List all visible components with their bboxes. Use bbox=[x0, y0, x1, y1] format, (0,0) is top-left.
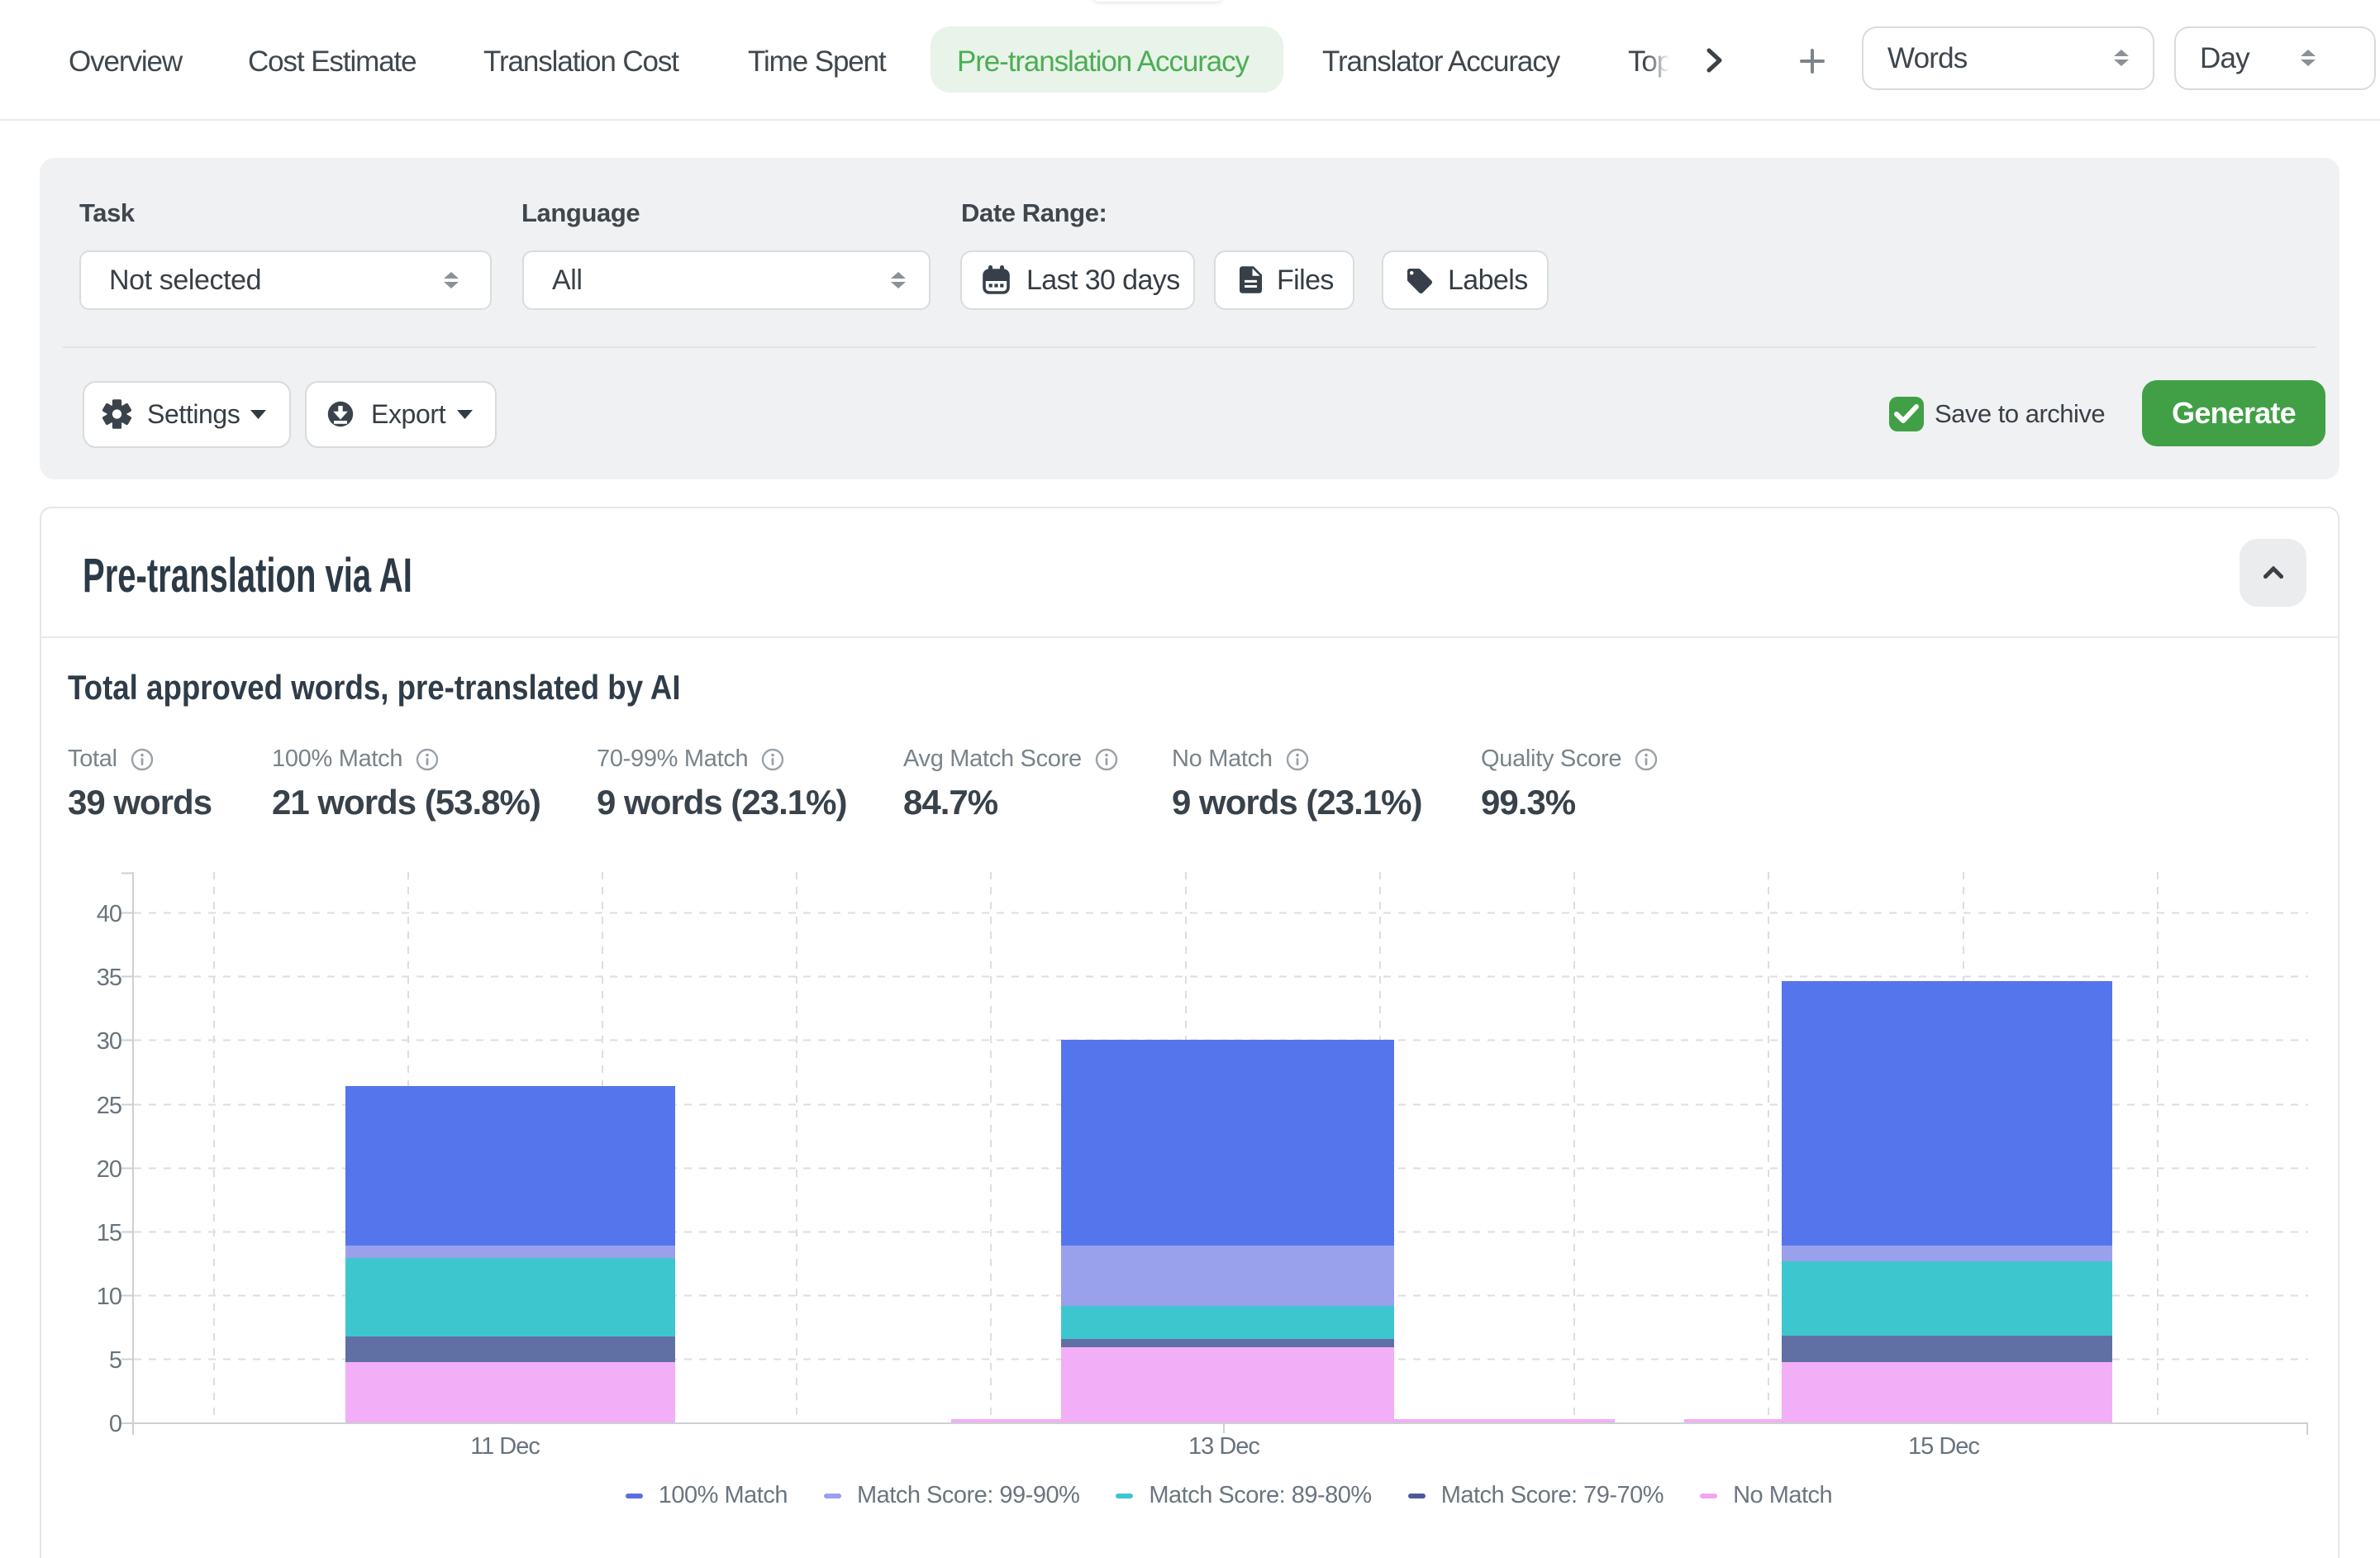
svg-text:5: 5 bbox=[109, 1347, 121, 1374]
svg-text:35: 35 bbox=[97, 965, 121, 991]
svg-text:20: 20 bbox=[97, 1156, 121, 1183]
svg-text:15: 15 bbox=[97, 1220, 121, 1246]
svg-text:30: 30 bbox=[97, 1028, 121, 1055]
svg-text:0: 0 bbox=[109, 1411, 121, 1437]
svg-text:10: 10 bbox=[97, 1284, 121, 1310]
svg-text:13 Dec: 13 Dec bbox=[1188, 1433, 1259, 1460]
svg-text:25: 25 bbox=[97, 1093, 121, 1119]
svg-text:40: 40 bbox=[97, 901, 121, 927]
svg-text:15 Dec: 15 Dec bbox=[1908, 1433, 1979, 1460]
svg-text:11 Dec: 11 Dec bbox=[470, 1433, 540, 1460]
